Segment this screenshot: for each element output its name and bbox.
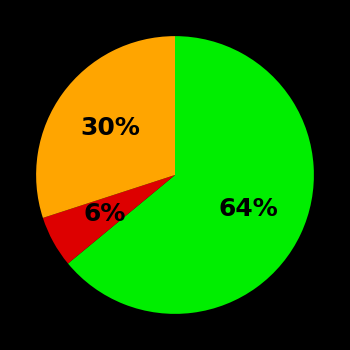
Text: 6%: 6% [83, 202, 126, 226]
Text: 30%: 30% [80, 116, 140, 140]
Text: 64%: 64% [218, 197, 278, 221]
Wedge shape [36, 36, 175, 218]
Wedge shape [43, 175, 175, 264]
Wedge shape [68, 36, 314, 314]
